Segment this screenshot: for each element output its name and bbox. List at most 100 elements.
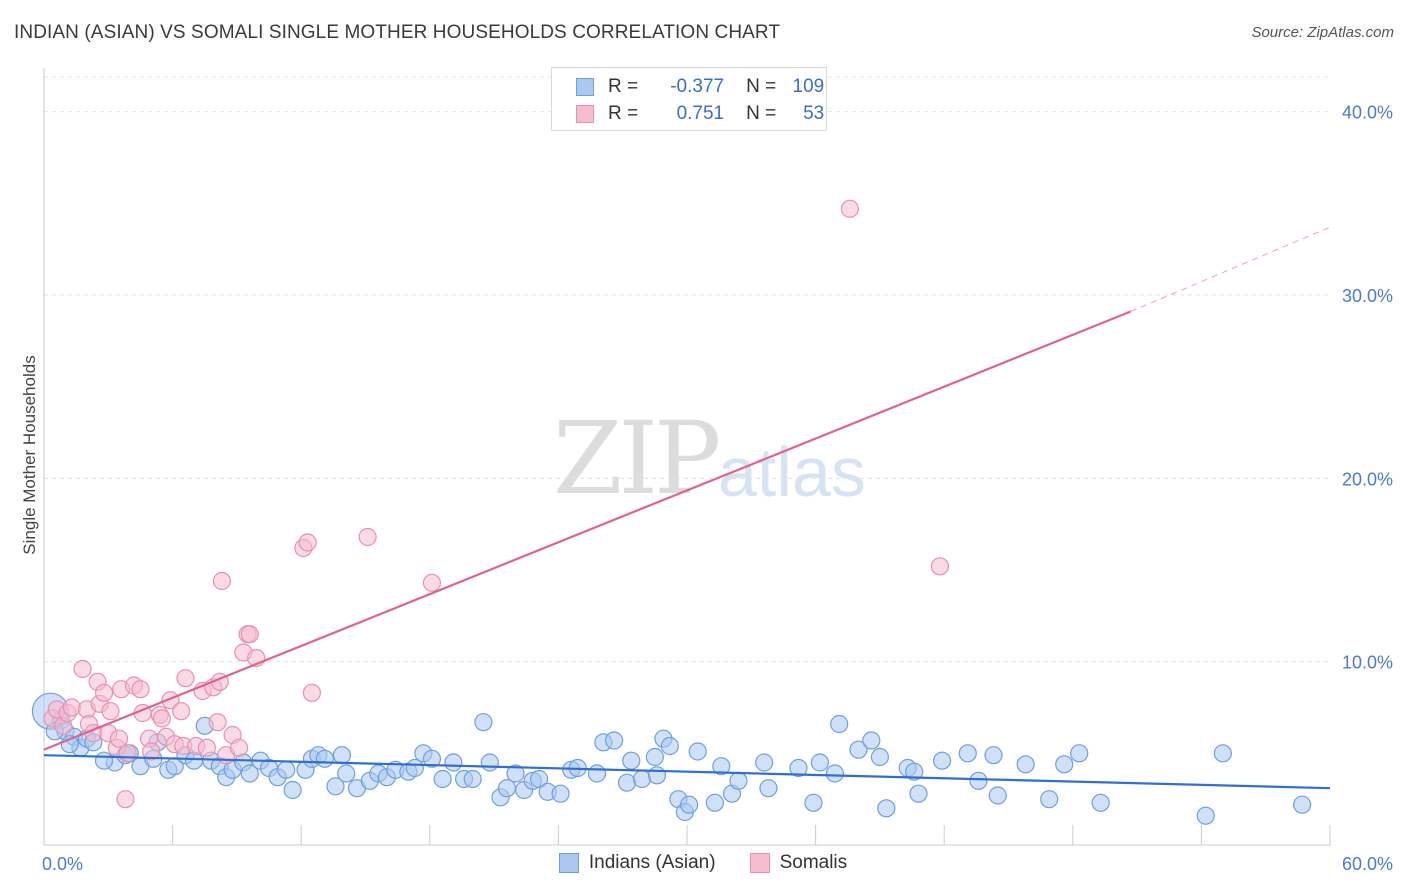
somalis-point-49 <box>358 527 377 547</box>
somalis-point-52 <box>930 557 950 576</box>
legend-n-value: 53 <box>803 103 825 124</box>
somalis-point-36 <box>208 713 227 732</box>
series-swatch-somalis <box>749 853 770 873</box>
chart-title: INDIAN (ASIAN) VS SOMALI SINGLE MOTHER H… <box>14 22 781 43</box>
watermark-atlas: atlas <box>718 433 866 511</box>
legend-row-somalis: R = 0.751 N = 53 <box>576 101 824 127</box>
indians-point-44 <box>422 749 442 768</box>
indians-point-32 <box>315 749 334 768</box>
indians-point-23 <box>240 764 259 783</box>
indians-point-86 <box>849 740 868 759</box>
indians-point-65 <box>622 751 641 770</box>
indians-point-102 <box>1091 793 1110 812</box>
indians-point-66 <box>632 769 652 789</box>
somalis-point-11 <box>94 683 114 702</box>
indians-point-67 <box>645 747 664 767</box>
legend-r-label: R = <box>608 76 639 97</box>
indians-point-81 <box>789 758 808 778</box>
legend-r-value: -0.377 <box>670 76 725 97</box>
somalis-point-50 <box>422 573 442 592</box>
legend-swatch-somalis <box>576 105 594 123</box>
source-label: Source: ZipAtlas.com <box>1251 24 1394 41</box>
legend-r-label: R = <box>608 103 639 124</box>
somalis-point-41 <box>229 738 249 757</box>
indians-point-33 <box>326 777 345 796</box>
indians-point-95 <box>969 771 988 790</box>
somalis-point-4 <box>62 698 81 717</box>
indians-point-98 <box>1016 755 1035 774</box>
indians-point-82 <box>804 793 823 812</box>
series-legend-indians[interactable]: Indians (Asian) <box>558 852 716 874</box>
somalis-point-15 <box>109 729 129 748</box>
somalis-point-47 <box>298 533 317 552</box>
indians-point-28 <box>283 780 302 800</box>
somalis-point-18 <box>118 744 137 763</box>
indians-point-88 <box>870 747 890 767</box>
indians-point-80 <box>759 779 778 798</box>
indians-point-63 <box>605 731 624 750</box>
indians-asian-points <box>31 692 1312 825</box>
indians-point-53 <box>506 764 525 783</box>
indians-point-68 <box>647 766 667 785</box>
y-tick-label-40: 40.0% <box>1342 103 1393 123</box>
series-swatch-indians <box>558 853 579 873</box>
somalis-trend-extension <box>1130 226 1331 312</box>
y-tick-label-20: 20.0% <box>1342 469 1393 489</box>
somalis-point-25 <box>152 709 171 728</box>
somalis-point-29 <box>172 702 191 721</box>
indians-point-100 <box>1055 755 1074 774</box>
legend-n-value: 109 <box>792 76 825 97</box>
indians-point-73 <box>680 795 699 814</box>
indians-point-83 <box>810 753 829 772</box>
indians-point-79 <box>755 753 774 772</box>
somalis-point-13 <box>101 702 120 721</box>
somalis-point-17 <box>116 790 135 809</box>
indians-point-108 <box>94 751 114 770</box>
series-label-somalis: Somalis <box>779 852 848 873</box>
legend-swatch-indians <box>576 78 594 96</box>
correlation-legend: R = -0.377 N = 109 R = 0.751 N = 53 <box>551 67 827 131</box>
y-axis-label: Single Mother Households <box>20 355 39 554</box>
somalis-point-23 <box>142 742 161 761</box>
indians-point-50 <box>480 753 499 772</box>
indians-point-70 <box>660 736 679 756</box>
indians-point-61 <box>587 764 607 783</box>
legend-n-label: N = <box>746 76 777 97</box>
somalis-point-5 <box>73 659 92 679</box>
legend-r-value: 0.751 <box>676 103 725 124</box>
indians-point-93 <box>932 751 952 770</box>
indians-point-78 <box>729 771 748 790</box>
indians-point-84 <box>825 764 844 783</box>
indians-point-45 <box>433 769 452 789</box>
indians-point-75 <box>705 793 724 812</box>
indians-point-64 <box>617 773 637 792</box>
y-tick-label-30: 30.0% <box>1342 286 1393 306</box>
somalis-point-38 <box>212 571 231 591</box>
somalis-point-34 <box>197 738 216 757</box>
indians-point-105 <box>1293 795 1312 814</box>
legend-n-label: N = <box>746 103 777 124</box>
tick-labels: 10.0% 20.0% 30.0% 40.0% 0.0% 60.0% <box>42 103 1393 874</box>
indians-point-91 <box>905 762 924 781</box>
somalis-point-31 <box>176 669 195 688</box>
indians-point-52 <box>497 779 517 798</box>
somalis-trend-line <box>43 310 1132 751</box>
series-legend-somalis[interactable]: Somalis <box>749 852 848 874</box>
indians-point-35 <box>337 764 356 783</box>
somalis-point-44 <box>240 625 259 644</box>
indians-point-34 <box>332 746 352 765</box>
indians-point-99 <box>1040 790 1059 809</box>
indians-point-97 <box>988 786 1007 805</box>
somalis-point-48 <box>302 683 322 702</box>
indians-point-87 <box>862 731 881 750</box>
indians-point-96 <box>984 746 1003 765</box>
watermark-zip: ZIP <box>553 400 721 517</box>
indians-point-42 <box>405 758 424 778</box>
indians-point-27 <box>277 760 296 779</box>
indians-point-104 <box>1213 744 1232 763</box>
indians-point-49 <box>474 713 493 732</box>
indians-point-76 <box>712 757 731 776</box>
indians-point-56 <box>530 769 549 789</box>
x-tick-label-max: 60.0% <box>1342 854 1393 874</box>
indians-point-92 <box>909 784 928 803</box>
